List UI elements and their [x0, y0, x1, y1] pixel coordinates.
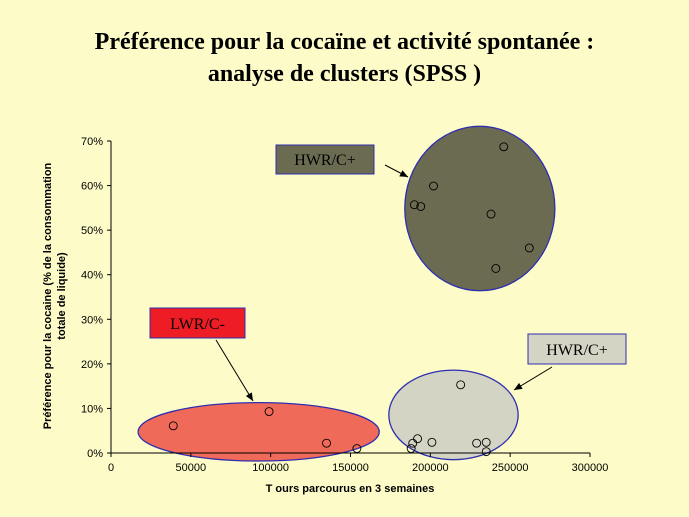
callout-arrowhead-2: [514, 382, 523, 390]
cluster-ellipses: [137, 125, 556, 462]
y-tick-label: 70%: [81, 136, 103, 148]
cluster-ellipse-1: [137, 401, 380, 462]
data-point: [409, 200, 419, 210]
data-point: [486, 209, 496, 219]
y-tick-label: 10%: [81, 403, 103, 415]
data-point: [429, 181, 438, 191]
cluster-label-box-3: [275, 144, 375, 175]
data-point: [264, 407, 274, 416]
chart-axes: 0% 10% 20% 30% 40% 50% 60% 70% 0 50000 100000 15000…: [81, 136, 608, 474]
data-point: [491, 264, 501, 273]
x-tick-label: 300000: [572, 462, 609, 474]
data-point: [456, 380, 466, 390]
cluster-label-3: HWR/C+: [294, 152, 355, 169]
callout-arrow-1: [215, 339, 254, 402]
data-point: [524, 243, 534, 253]
y-tick-label: 60%: [81, 181, 103, 193]
x-tick-label: 100000: [252, 462, 289, 474]
cluster-label-box-1: [149, 307, 246, 339]
data-point: [416, 202, 426, 211]
x-tick-label: 150000: [332, 462, 369, 474]
data-point: [481, 437, 491, 447]
slide-title-line-2: analyse de clusters (SPSS ): [207, 61, 482, 87]
data-point: [481, 447, 491, 457]
data-point: [322, 438, 331, 448]
cluster-label-2: HWR/C+: [546, 342, 607, 359]
cluster-label-box-2: [527, 333, 627, 365]
y-axis-title-line-2: totale de liquide): [56, 252, 68, 340]
x-tick-label: 50000: [176, 462, 207, 474]
y-axis-title: Préférence pour la cocaine (% de la cons…: [42, 162, 68, 429]
cluster-ellipse-3: [404, 125, 556, 292]
y-tick-label: 0%: [87, 448, 103, 460]
data-point: [406, 444, 416, 453]
data-point: [499, 142, 509, 152]
data-point: [168, 421, 178, 431]
y-tick-label: 20%: [81, 359, 103, 371]
y-tick-label: 50%: [81, 225, 103, 237]
data-point: [408, 438, 418, 448]
y-tick-label: 30%: [81, 314, 103, 326]
data-point: [427, 437, 437, 447]
cluster-label-1: LWR/C-: [170, 316, 225, 333]
data-point: [352, 444, 362, 453]
x-axis-title: T ours parcourus en 3 semaines: [266, 483, 435, 495]
y-axis-title-line-1: Préférence pour la cocaine (% de la cons…: [42, 162, 54, 429]
data-point: [472, 438, 482, 448]
slide-title-line-1: Préférence pour la cocaïne et activité s…: [94, 29, 595, 55]
cluster-callouts: LWR/C- HWR/C+ HWR/C+: [149, 144, 627, 402]
callout-arrowhead-1: [245, 392, 253, 401]
y-tick-label: 40%: [81, 270, 103, 282]
data-point: [413, 434, 423, 444]
x-tick-label: 200000: [412, 462, 449, 474]
slide-title: Préférence pour la cocaïne et activité s…: [0, 26, 689, 90]
data-points: [168, 142, 534, 457]
callout-arrowhead-3: [399, 170, 408, 177]
x-tick-label: 250000: [492, 462, 529, 474]
x-tick-label: 0: [108, 462, 114, 474]
